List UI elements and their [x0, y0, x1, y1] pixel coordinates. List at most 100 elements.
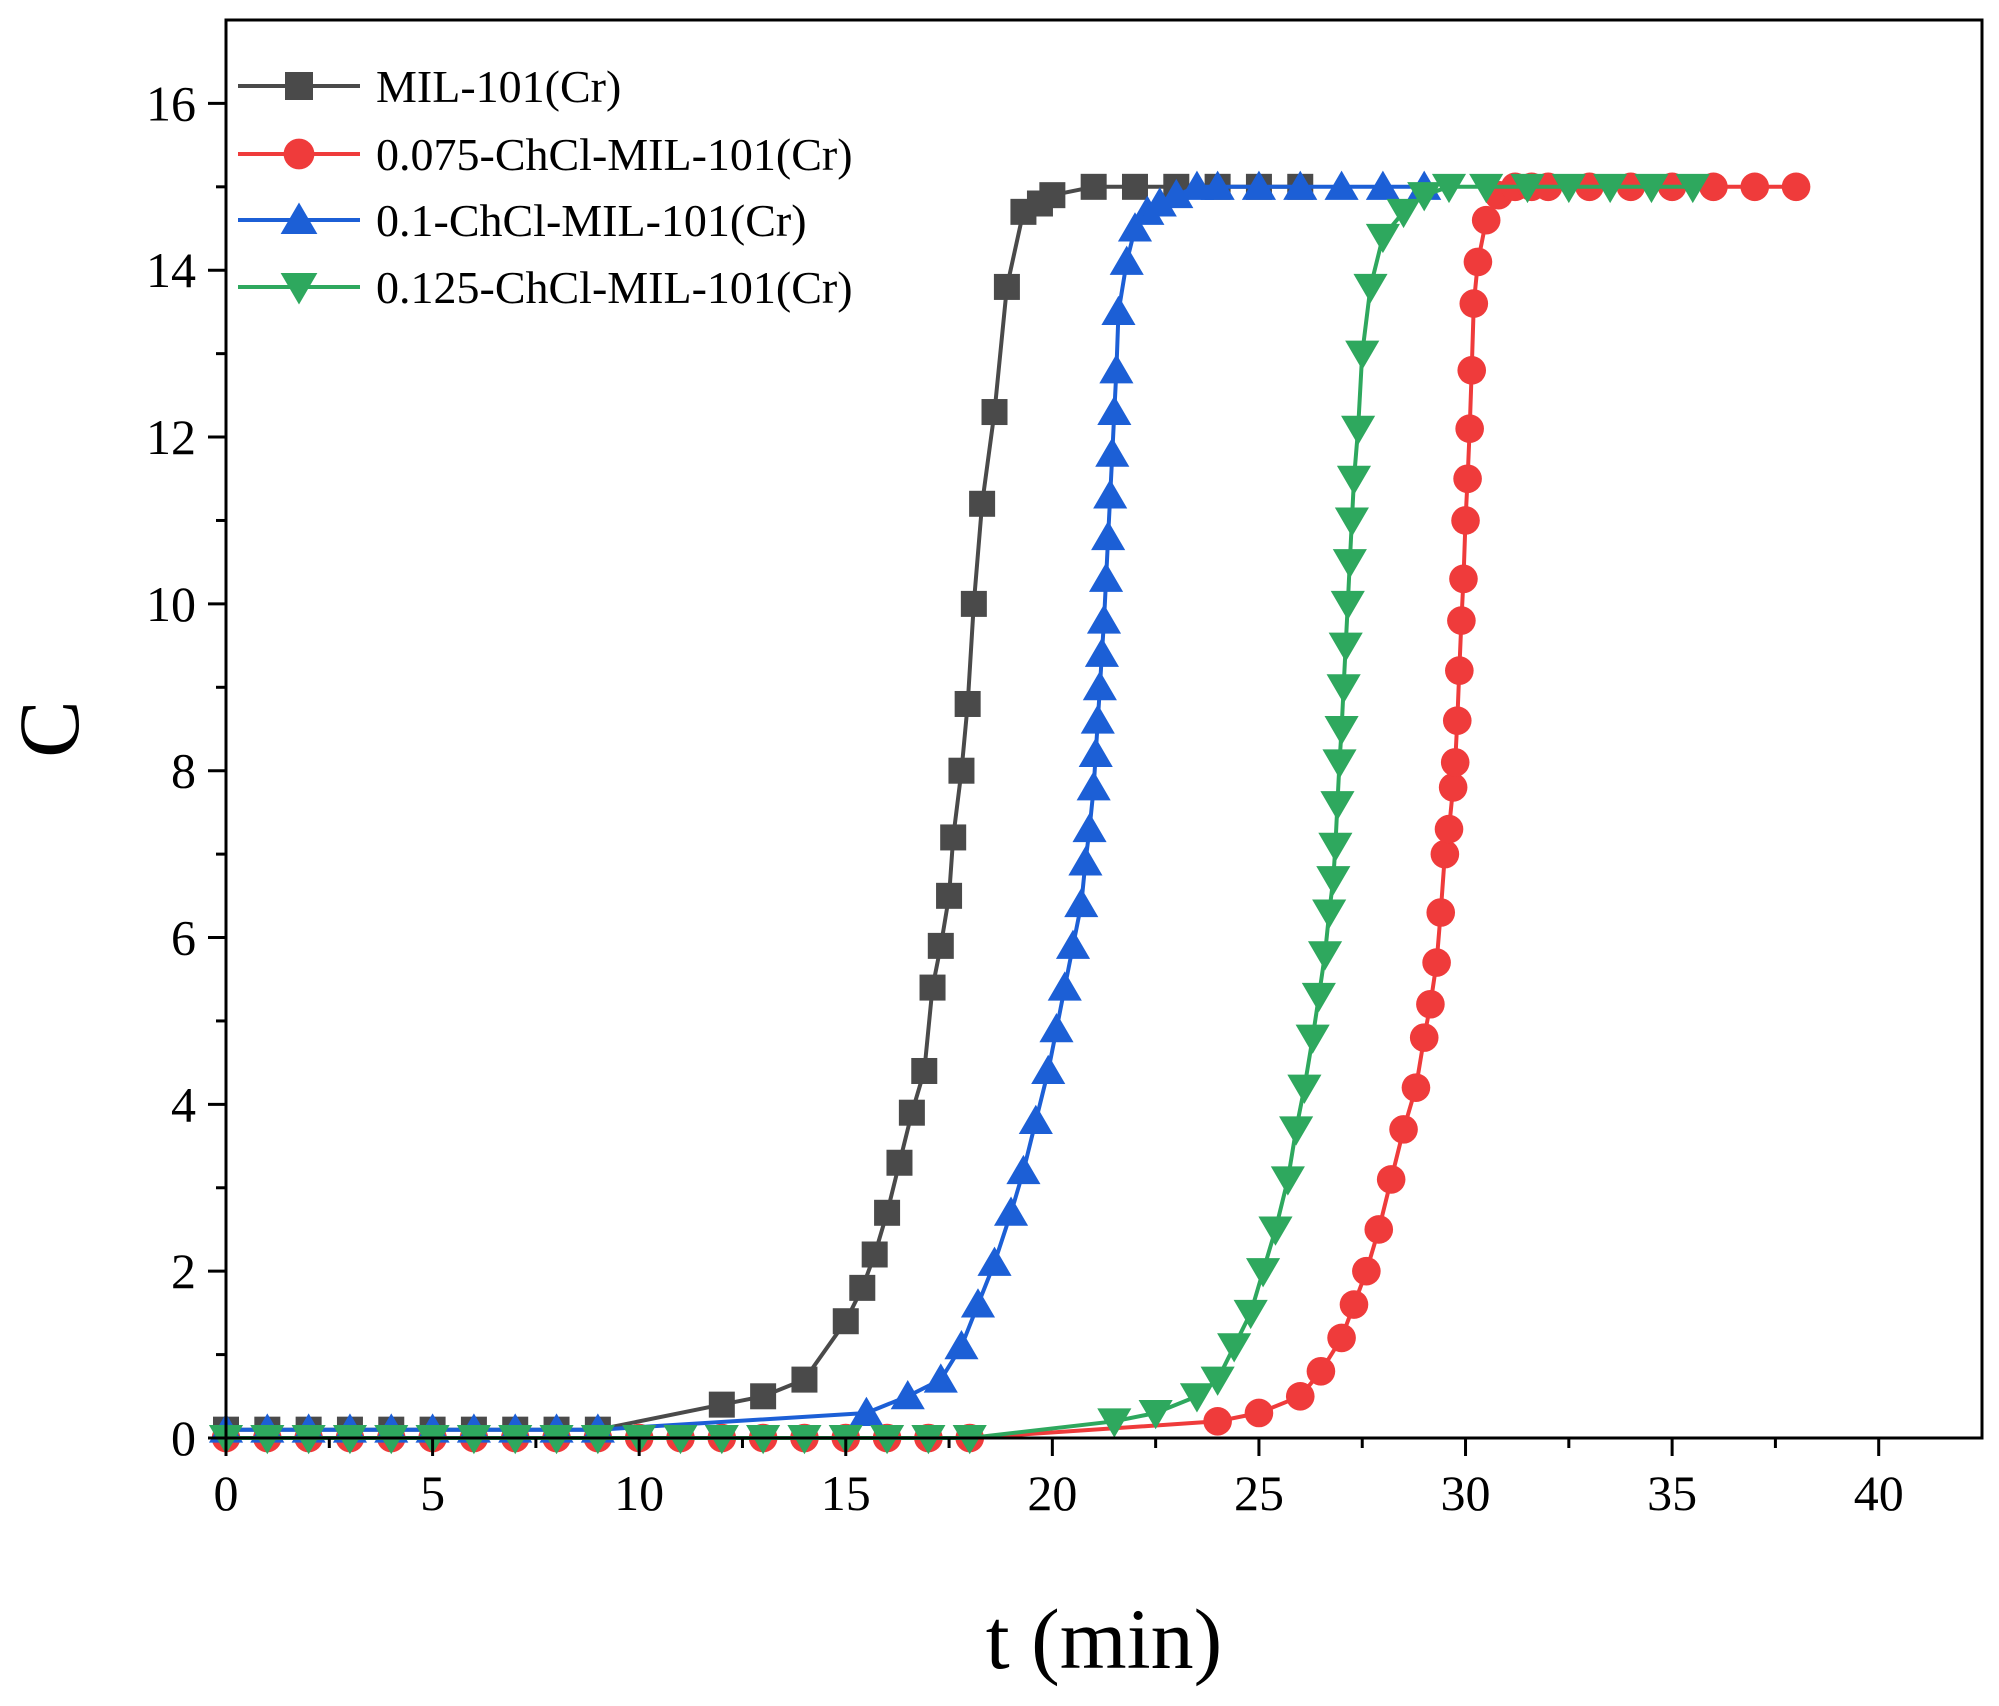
y-tick-label: 12 [146, 409, 196, 465]
data-point [663, 1425, 698, 1455]
data-point [1285, 1381, 1315, 1411]
data-point [1431, 173, 1467, 204]
data-point [960, 590, 987, 617]
data-point [1316, 866, 1351, 896]
legend-marker [280, 202, 318, 234]
data-point [1324, 170, 1359, 200]
data-point [1341, 415, 1376, 445]
data-point [1365, 170, 1400, 200]
data-point [1453, 464, 1482, 494]
data-point [1471, 205, 1501, 235]
data-point [1332, 549, 1367, 579]
x-axis-title: t (min) [986, 1591, 1222, 1687]
data-point [861, 1241, 888, 1268]
data-point [1039, 1013, 1074, 1043]
data-point [1334, 507, 1369, 537]
x-tick-label: 5 [420, 1465, 445, 1521]
data-point [1117, 212, 1153, 242]
data-point [1449, 564, 1478, 594]
data-point [981, 399, 1008, 426]
data-point [1072, 812, 1107, 843]
x-tick-label: 25 [1234, 1465, 1284, 1521]
data-point [750, 1383, 777, 1410]
data-point [952, 1425, 987, 1455]
data-point [580, 1425, 615, 1455]
series-line [226, 184, 1425, 1432]
data-point [1099, 354, 1134, 384]
data-point [1258, 1216, 1293, 1246]
data-point [1407, 182, 1442, 212]
data-point [870, 1425, 905, 1455]
data-point [1593, 173, 1628, 204]
data-point [1093, 479, 1128, 509]
data-point [1322, 749, 1357, 779]
y-tick-label: 8 [171, 743, 196, 799]
data-point [1422, 948, 1451, 977]
data-point [1430, 839, 1460, 869]
y-tick-label: 0 [171, 1410, 196, 1466]
data-point [1246, 1258, 1281, 1288]
series-2 [211, 172, 1811, 1453]
data-point [1455, 414, 1484, 444]
data-point [1324, 716, 1359, 746]
data-point [1306, 1356, 1336, 1386]
axis-layer: 0 5 10 15 20 25 30 35 40 0 2 4 6 8 10 12 14 16 [146, 75, 1904, 1521]
y-tick-label: 14 [146, 242, 196, 298]
data-point [1039, 182, 1066, 209]
data-point [911, 1057, 938, 1084]
legend-marker [285, 72, 313, 100]
data-point [1434, 814, 1464, 844]
data-point [874, 1199, 901, 1226]
x-tick-label: 10 [614, 1465, 664, 1521]
data-point [787, 1425, 822, 1455]
data-point [1086, 604, 1122, 634]
data-point [1451, 506, 1480, 535]
data-point [1447, 606, 1476, 635]
data-point [993, 273, 1020, 300]
data-point [898, 1099, 925, 1126]
data-point [1121, 173, 1148, 200]
data-point [332, 1425, 368, 1455]
data-point [1295, 1024, 1330, 1054]
data-point [1438, 773, 1468, 802]
data-point [832, 1308, 859, 1335]
data-point [886, 1149, 913, 1176]
data-point [1018, 1104, 1053, 1135]
data-point [1457, 356, 1487, 385]
data-point [1064, 887, 1099, 918]
data-point [1386, 198, 1421, 229]
data-point [1336, 465, 1372, 496]
data-point [1203, 1407, 1232, 1436]
data-point [1109, 245, 1144, 275]
data-point [1142, 187, 1177, 217]
data-point [1006, 1154, 1041, 1185]
legend-item: MIL-101(Cr) [238, 61, 621, 112]
data-point [1270, 1166, 1305, 1196]
data-point [1409, 1023, 1439, 1052]
data-point [1376, 1165, 1406, 1194]
data-point [1463, 247, 1493, 277]
legend-label: 0.1-ChCl-MIL-101(Cr) [376, 195, 807, 246]
data-point [1510, 173, 1545, 204]
series-line [226, 184, 1797, 1440]
legend-marker [280, 273, 318, 305]
y-tick-label: 16 [146, 75, 196, 131]
data-point [1068, 846, 1103, 876]
x-tick-label: 30 [1441, 1465, 1491, 1521]
data-point [1241, 170, 1277, 200]
series-layer [208, 170, 1811, 1455]
data-point [944, 1329, 979, 1360]
data-point [1445, 656, 1474, 685]
data-point [1076, 771, 1111, 801]
data-point [1091, 520, 1126, 551]
data-point [1089, 562, 1124, 592]
data-point [1442, 706, 1472, 735]
data-point [1459, 289, 1489, 318]
data-point [1339, 1290, 1369, 1319]
data-point [1330, 590, 1365, 621]
data-point [1084, 637, 1119, 667]
data-point [1283, 170, 1318, 200]
data-point [1287, 1074, 1322, 1104]
y-tick-label: 4 [171, 1076, 196, 1132]
